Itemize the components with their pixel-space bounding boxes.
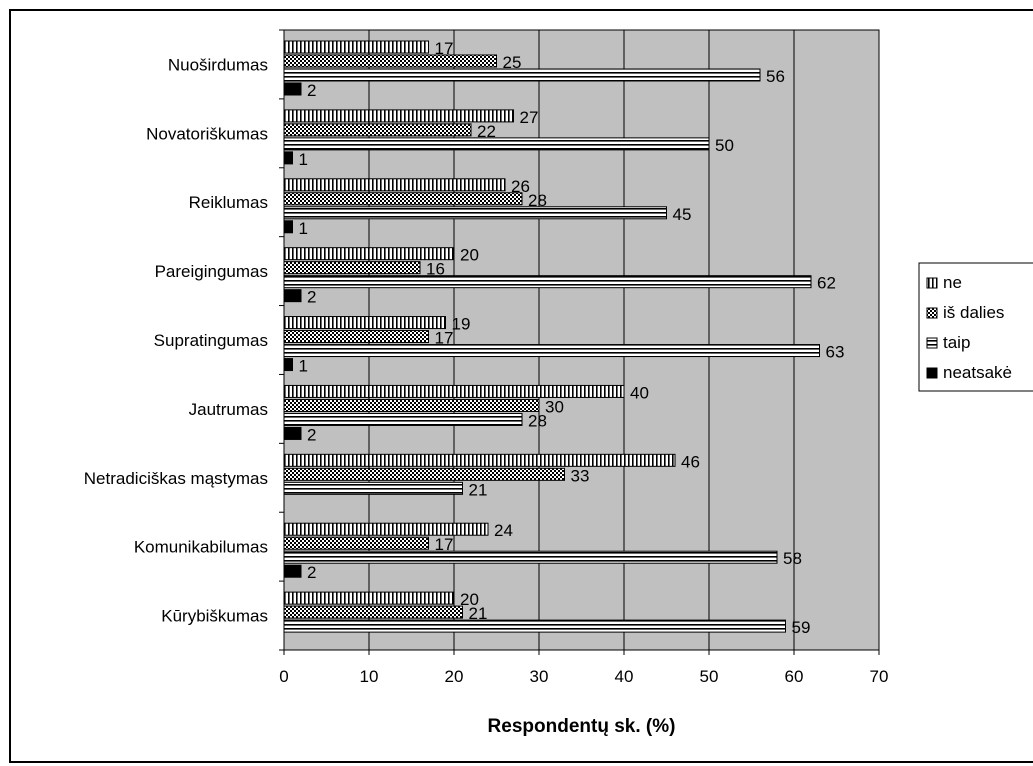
bar-ne (283, 453, 676, 467)
category-label: Jautrumas (189, 400, 268, 419)
category-label: Pareigingumas (155, 262, 268, 281)
data-label: 45 (673, 205, 692, 224)
data-label: 2 (307, 563, 316, 582)
bar-taip (283, 206, 667, 220)
x-tick-label: 70 (870, 667, 889, 686)
category-label: Komunikabilumas (134, 538, 268, 557)
data-label: 17 (435, 39, 454, 58)
x-tick-label: 50 (700, 667, 719, 686)
bar-iš-dalies (283, 536, 429, 550)
bar-ne (283, 178, 506, 192)
bar-taip (283, 481, 463, 495)
data-label: 17 (435, 329, 454, 348)
bar-taip (283, 344, 820, 358)
bar-iš-dalies (283, 398, 540, 412)
legend-label: iš dalies (943, 303, 1004, 322)
data-label: 17 (435, 535, 454, 554)
bar-iš-dalies (283, 467, 565, 481)
x-tick-label: 20 (445, 667, 464, 686)
category-label: Kūrybiškumas (161, 607, 268, 626)
bar-ne (283, 384, 625, 398)
data-label: 40 (630, 383, 649, 402)
data-label: 20 (460, 590, 479, 609)
x-axis-title: Respondentų sk. (%) (488, 716, 676, 737)
data-label: 2 (307, 425, 316, 444)
legend-label: neatsakė (943, 363, 1012, 382)
data-label: 59 (792, 618, 811, 637)
category-label: Nuoširdumas (168, 55, 268, 74)
bar-neatsakė (283, 358, 293, 372)
legend-box (918, 262, 1033, 392)
category-label: Reiklumas (189, 193, 268, 212)
legend-swatch (926, 367, 938, 379)
data-label: 16 (426, 260, 445, 279)
x-tick-label: 0 (279, 667, 288, 686)
data-label: 50 (715, 136, 734, 155)
data-label: 63 (826, 343, 845, 362)
bar-iš-dalies (283, 192, 523, 206)
data-label: 22 (477, 122, 496, 141)
legend-label: ne (943, 273, 962, 292)
bar-ne (283, 316, 446, 330)
x-tick-label: 60 (785, 667, 804, 686)
x-tick-label: 30 (530, 667, 549, 686)
bar-taip (283, 412, 523, 426)
bar-taip (283, 619, 786, 633)
bar-ne (283, 40, 429, 54)
bar-taip (283, 137, 710, 151)
data-label: 62 (817, 274, 836, 293)
data-label: 19 (452, 315, 471, 334)
data-label: 2 (307, 81, 316, 100)
data-label: 27 (520, 108, 539, 127)
data-label: 1 (299, 219, 308, 238)
legend-swatch (926, 277, 938, 289)
data-label: 1 (299, 357, 308, 376)
data-label: 58 (783, 549, 802, 568)
bar-neatsakė (283, 426, 302, 440)
bar-taip (283, 68, 761, 82)
x-tick-label: 40 (615, 667, 634, 686)
category-label: Supratingumas (154, 331, 268, 350)
category-label: Netradiciškas mąstymas (84, 469, 268, 488)
bar-iš-dalies (283, 330, 429, 344)
bar-ne (283, 591, 455, 605)
bar-iš-dalies (283, 54, 497, 68)
data-label: 28 (528, 411, 547, 430)
bar-neatsakė (283, 151, 293, 165)
bar-ne (283, 522, 489, 536)
data-label: 2 (307, 288, 316, 307)
data-label: 25 (503, 53, 522, 72)
data-label: 46 (681, 452, 700, 471)
category-label: Novatoriškumas (146, 124, 268, 143)
bar-ne (283, 109, 514, 123)
data-label: 20 (460, 246, 479, 265)
data-label: 30 (545, 397, 564, 416)
bar-neatsakė (283, 220, 293, 234)
data-label: 33 (571, 466, 590, 485)
bar-neatsakė (283, 564, 302, 578)
bar-taip (283, 550, 778, 564)
data-label: 24 (494, 521, 513, 540)
bar-neatsakė (283, 82, 302, 96)
legend-label: taip (943, 333, 970, 352)
bar-iš-dalies (283, 261, 421, 275)
bar-iš-dalies (283, 605, 463, 619)
data-label: 56 (766, 67, 785, 86)
data-label: 28 (528, 191, 547, 210)
x-tick-label: 10 (360, 667, 379, 686)
bar-taip (283, 275, 812, 289)
data-label: 1 (299, 150, 308, 169)
bar-ne (283, 247, 455, 261)
data-label: 21 (469, 604, 488, 623)
legend-swatch (926, 307, 938, 319)
data-label: 26 (511, 177, 530, 196)
legend-swatch (926, 337, 938, 349)
bar-iš-dalies (283, 123, 472, 137)
data-label: 21 (469, 480, 488, 499)
bar-neatsakė (283, 289, 302, 303)
